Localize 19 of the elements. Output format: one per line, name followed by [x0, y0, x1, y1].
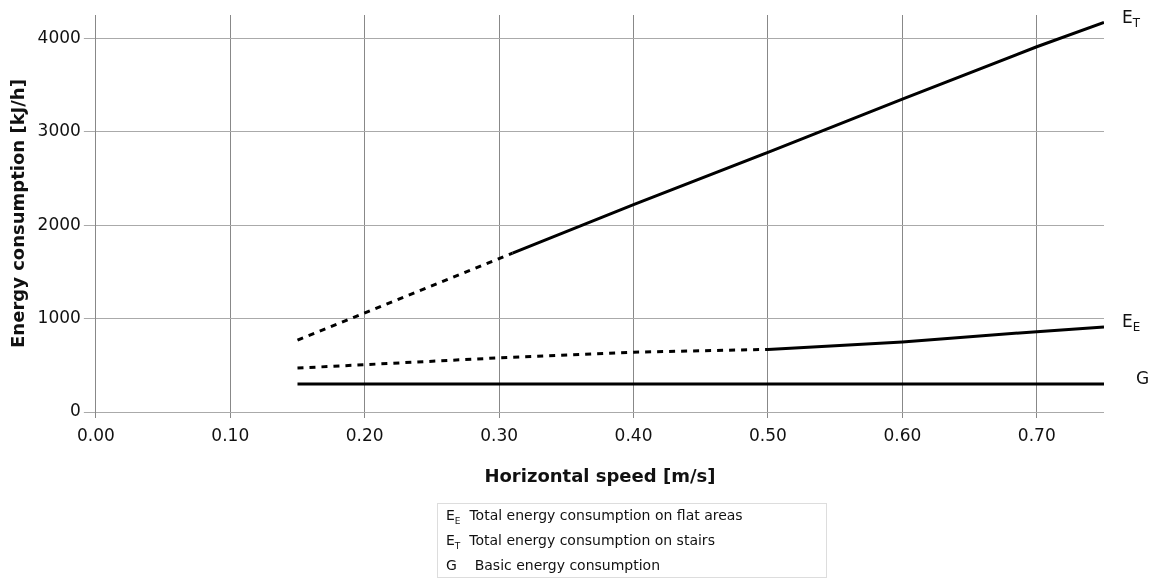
- y-tick-label: 4000: [37, 26, 81, 47]
- x-tick-label: 0.00: [76, 424, 115, 445]
- x-tick-label: 0.40: [614, 424, 653, 445]
- y-tick-label: 0: [70, 400, 81, 421]
- text: E$_{E}$ Total energy consumption on flat areas: [446, 506, 744, 528]
- x-tick-label: 0.60: [883, 424, 922, 445]
- y-tick-label: 3000: [37, 120, 81, 141]
- x-tick-label: 0.50: [749, 424, 787, 445]
- series-label: G: [1136, 368, 1150, 389]
- text: E$_{T}$ Total energy consumption on stairs: [446, 530, 716, 553]
- x-tick-label: 0.70: [1017, 424, 1056, 445]
- y-axis-title: Energy consumption [kJ/h]: [7, 79, 29, 348]
- y-tick-label: 2000: [37, 213, 81, 234]
- x-tick-label: 0.30: [480, 424, 519, 445]
- y-tick-label: 1000: [37, 307, 81, 328]
- text: G Basic energy consumption: [446, 555, 662, 575]
- x-tick-label: 0.20: [345, 424, 384, 445]
- x-tick-label: 0.10: [211, 424, 250, 445]
- x-axis-title: Horizontal speed [m/s]: [484, 464, 716, 486]
